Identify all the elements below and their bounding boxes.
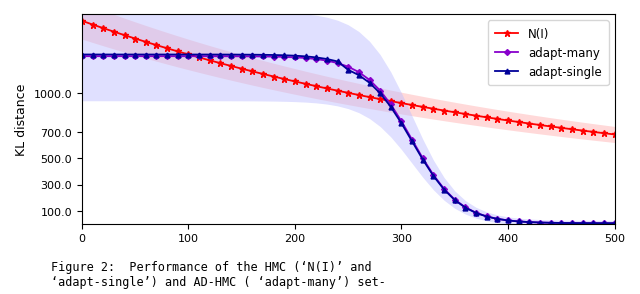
N(I) [195, 56, 203, 60]
Line: adapt-many: adapt-many [80, 55, 616, 225]
adapt-many [238, 55, 246, 59]
N(I) [461, 113, 469, 116]
adapt-single [611, 222, 618, 225]
adapt-many [78, 55, 86, 59]
N(I) [78, 20, 86, 23]
N(I) [429, 107, 437, 111]
Line: N(I): N(I) [79, 18, 618, 138]
adapt-single [461, 206, 469, 210]
adapt-many [600, 222, 608, 225]
Y-axis label: KL distance: KL distance [15, 83, 28, 156]
adapt-many [248, 55, 256, 59]
adapt-many [195, 55, 203, 59]
adapt-single [248, 54, 256, 57]
adapt-single [429, 174, 437, 178]
Legend: N(I), adapt-many, adapt-single: N(I), adapt-many, adapt-single [488, 21, 609, 86]
adapt-many [461, 206, 469, 209]
adapt-single [78, 53, 86, 57]
adapt-single [600, 222, 608, 225]
N(I) [611, 133, 618, 137]
adapt-many [429, 173, 437, 177]
N(I) [600, 132, 608, 135]
adapt-single [238, 54, 246, 57]
adapt-many [611, 222, 618, 225]
Text: Figure 2:  Performance of the HMC (‘N(I)’ and
‘adapt-single’) and AD-HMC ( ‘adap: Figure 2: Performance of the HMC (‘N(I)’… [51, 260, 386, 288]
adapt-single [195, 54, 203, 57]
N(I) [238, 68, 246, 71]
N(I) [248, 70, 256, 74]
Line: adapt-single: adapt-single [79, 53, 617, 226]
